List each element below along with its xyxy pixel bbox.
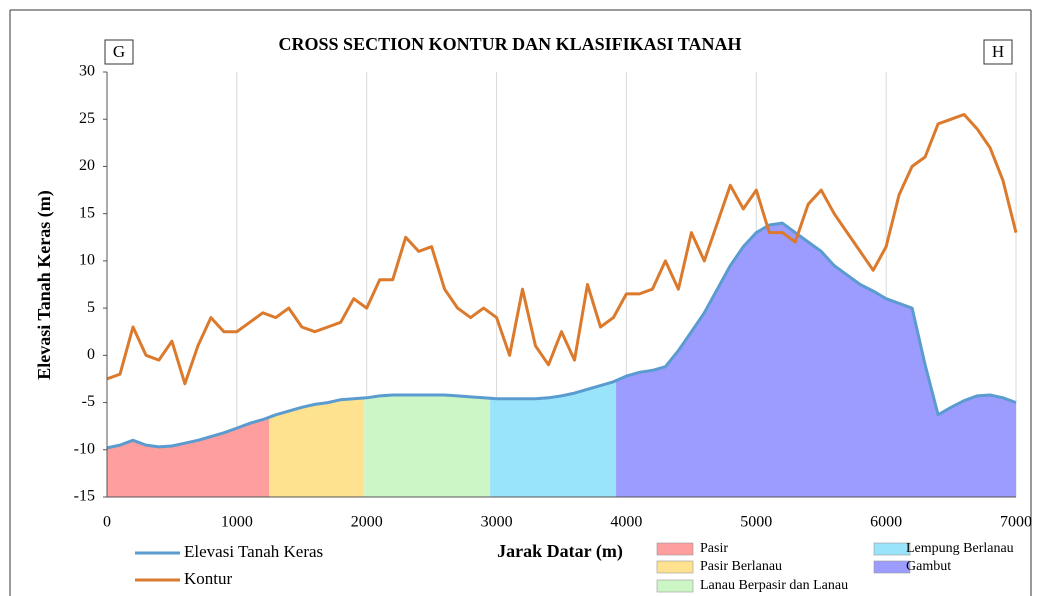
legend-label: Lempung Berlanau bbox=[906, 541, 1014, 556]
corner-label: H bbox=[992, 42, 1004, 61]
legend-label: Kontur bbox=[184, 569, 233, 588]
corner-label: G bbox=[113, 42, 125, 61]
chart-title: CROSS SECTION KONTUR DAN KLASIFIKASI TAN… bbox=[279, 34, 742, 54]
x-tick-label: 4000 bbox=[610, 514, 642, 531]
legend-label: Pasir bbox=[700, 541, 728, 556]
series-line bbox=[106, 113, 1018, 386]
x-tick-label: 0 bbox=[103, 514, 111, 531]
y-tick-label: 10 bbox=[79, 252, 95, 269]
y-tick-label: -15 bbox=[74, 488, 95, 505]
legend-label: Pasir Berlanau bbox=[700, 559, 782, 574]
series-line bbox=[106, 221, 1017, 450]
y-axis-label: Elevasi Tanah Keras (m) bbox=[34, 190, 55, 380]
y-tick-label: 30 bbox=[79, 63, 95, 80]
x-tick-label: 1000 bbox=[221, 514, 253, 531]
y-tick-label: 20 bbox=[79, 157, 95, 174]
soil-zone bbox=[616, 223, 1016, 497]
y-tick-label: 0 bbox=[87, 346, 95, 363]
soil-zone bbox=[364, 395, 491, 497]
y-tick-label: 5 bbox=[87, 299, 95, 316]
y-tick-label: -5 bbox=[82, 393, 95, 410]
y-tick-label: 15 bbox=[79, 204, 95, 221]
legend-swatch bbox=[656, 579, 694, 593]
x-tick-label: 2000 bbox=[351, 514, 383, 531]
x-tick-label: 3000 bbox=[481, 514, 513, 531]
soil-zone bbox=[490, 380, 617, 497]
soil-zone bbox=[107, 417, 270, 497]
legend-label: Gambut bbox=[906, 559, 951, 574]
y-tick-label: -10 bbox=[74, 440, 95, 457]
x-tick-label: 7000 bbox=[1000, 514, 1032, 531]
x-tick-label: 6000 bbox=[870, 514, 902, 531]
legend-swatch bbox=[873, 560, 911, 574]
x-tick-label: 5000 bbox=[740, 514, 772, 531]
soil-zone bbox=[269, 398, 365, 497]
y-tick-label: 25 bbox=[79, 110, 95, 127]
frame bbox=[9, 9, 1032, 596]
legend-swatch bbox=[656, 560, 694, 574]
legend-label: Elevasi Tanah Keras bbox=[184, 542, 323, 561]
corner-box bbox=[104, 39, 134, 65]
corner-box bbox=[983, 39, 1013, 65]
legend-swatch bbox=[873, 542, 911, 556]
legend-swatch bbox=[656, 542, 694, 556]
x-axis-label: Jarak Datar (m) bbox=[497, 541, 623, 562]
legend-label: Lanau Berpasir dan Lanau bbox=[700, 578, 848, 593]
